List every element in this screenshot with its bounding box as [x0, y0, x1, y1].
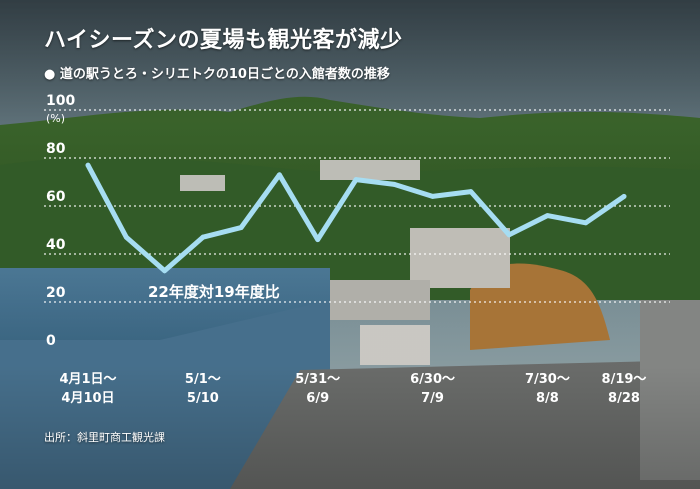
- data-point-7/20: [506, 232, 512, 238]
- x-tick-label-start: 4月1日〜: [59, 372, 116, 387]
- y-tick-label: 80: [46, 141, 66, 157]
- data-point-4/1: [85, 162, 91, 168]
- y-tick-label: 100: [46, 93, 75, 109]
- x-tick-label-start: 5/31〜: [295, 372, 340, 387]
- x-tick-label-end: 5/10: [187, 391, 219, 406]
- data-point-7/30: [545, 213, 550, 219]
- y-tick-label: 0: [46, 333, 56, 349]
- x-tick-label-start: 8/19〜: [602, 372, 647, 387]
- source-note: 出所：斜里町商工観光課: [44, 431, 165, 444]
- y-axis-label: (%): [46, 112, 65, 125]
- data-point-5/1: [200, 234, 206, 240]
- data-point-5/31: [315, 237, 321, 243]
- x-tick-label-end: 8/8: [536, 391, 559, 406]
- data-point-8/9: [583, 220, 589, 226]
- x-tick-label-end: 4月10日: [61, 391, 114, 406]
- data-point-6/10: [353, 177, 359, 183]
- x-tick-label-end: 7/9: [421, 391, 444, 406]
- x-tick-label-end: 6/9: [306, 391, 329, 406]
- x-tick-label-start: 7/30〜: [525, 372, 570, 387]
- y-tick-label: 20: [46, 285, 66, 301]
- data-point-8/19: [621, 194, 627, 199]
- data-point-6/20: [391, 182, 397, 187]
- chart-title: ハイシーズンの夏場も観光客が減少: [44, 28, 403, 53]
- data-point-5/11: [238, 225, 244, 231]
- x-tick-label-end: 8/28: [608, 391, 640, 406]
- data-point-4/11: [123, 234, 129, 240]
- y-tick-label: 60: [46, 189, 66, 205]
- x-tick-label-start: 6/30〜: [410, 372, 455, 387]
- y-tick-label: 40: [46, 237, 66, 253]
- data-point-5/21: [277, 172, 282, 178]
- x-tick-label-start: 5/1〜: [185, 372, 221, 387]
- data-point-6/30: [430, 194, 435, 199]
- data-point-4/21: [162, 268, 167, 274]
- series-annotation: 22年度対19年度比: [148, 283, 280, 301]
- data-point-7/10: [468, 189, 474, 195]
- chart-subtitle: ● 道の駅うとろ・シリエトクの10日ごとの入館者数の推移: [44, 67, 390, 82]
